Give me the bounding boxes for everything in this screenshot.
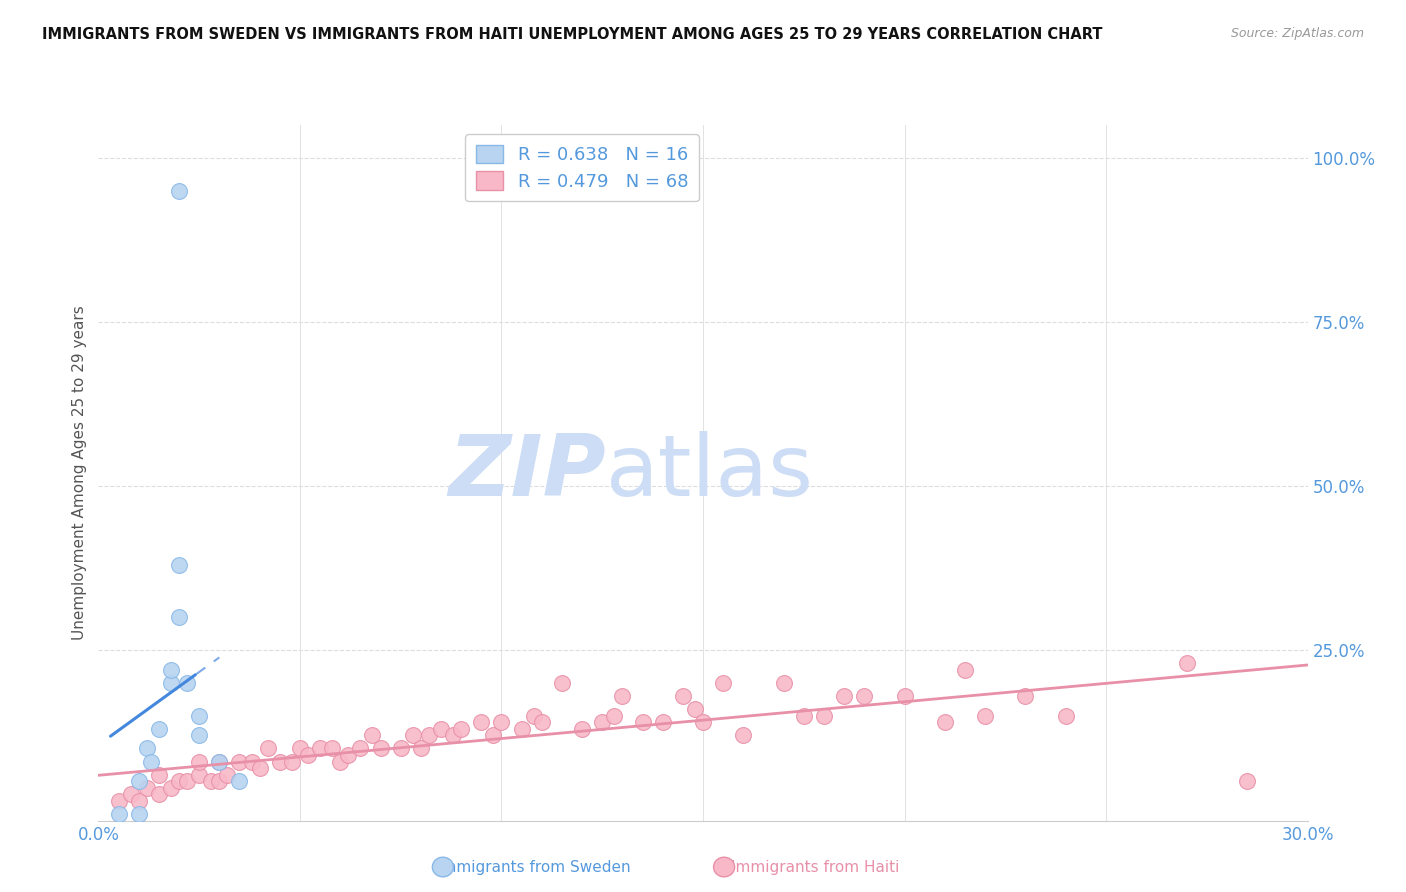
Point xyxy=(188,767,211,781)
Point xyxy=(612,689,634,703)
Point xyxy=(418,728,440,742)
Point xyxy=(441,728,464,742)
Point xyxy=(167,774,190,789)
Point xyxy=(603,708,626,723)
Point xyxy=(249,761,271,775)
Point xyxy=(571,722,593,736)
Point xyxy=(692,715,714,730)
Point xyxy=(188,708,211,723)
Point xyxy=(430,722,453,736)
Text: atlas: atlas xyxy=(606,431,814,515)
Point xyxy=(128,794,150,808)
Point xyxy=(256,741,278,756)
Point xyxy=(530,715,553,730)
Text: Immigrants from Haiti: Immigrants from Haiti xyxy=(731,860,900,874)
Point xyxy=(148,767,170,781)
Point xyxy=(208,755,231,769)
Point xyxy=(107,794,129,808)
Point xyxy=(160,780,183,795)
Point xyxy=(711,675,734,690)
Point xyxy=(683,702,706,716)
Text: Immigrants from Sweden: Immigrants from Sweden xyxy=(437,860,631,874)
Point xyxy=(953,663,976,677)
Point xyxy=(349,741,371,756)
Point xyxy=(1014,689,1036,703)
Point xyxy=(208,774,231,789)
Point xyxy=(370,741,392,756)
Point xyxy=(128,807,150,822)
Point xyxy=(176,675,198,690)
Point xyxy=(321,741,343,756)
Point xyxy=(128,774,150,789)
Point xyxy=(523,708,546,723)
Point xyxy=(139,755,162,769)
Point xyxy=(1054,708,1077,723)
Point xyxy=(160,675,183,690)
Point xyxy=(188,728,211,742)
Point xyxy=(491,715,513,730)
Point xyxy=(167,184,190,198)
Point xyxy=(813,708,835,723)
Y-axis label: Unemployment Among Ages 25 to 29 years: Unemployment Among Ages 25 to 29 years xyxy=(72,305,87,640)
Point xyxy=(288,741,311,756)
Legend: R = 0.638   N = 16, R = 0.479   N = 68: R = 0.638 N = 16, R = 0.479 N = 68 xyxy=(465,134,699,202)
Point xyxy=(733,728,755,742)
Point xyxy=(893,689,915,703)
Point xyxy=(934,715,956,730)
Point xyxy=(402,728,425,742)
Text: ZIP: ZIP xyxy=(449,431,606,515)
Point xyxy=(188,755,211,769)
Point xyxy=(470,715,492,730)
Point xyxy=(309,741,332,756)
Point xyxy=(148,788,170,802)
Point xyxy=(167,558,190,572)
Text: Source: ZipAtlas.com: Source: ZipAtlas.com xyxy=(1230,27,1364,40)
Point xyxy=(409,741,432,756)
Point xyxy=(772,675,794,690)
Point xyxy=(832,689,855,703)
Point xyxy=(329,755,352,769)
Point xyxy=(389,741,412,756)
Point xyxy=(107,807,129,822)
Point xyxy=(974,708,997,723)
Point xyxy=(631,715,654,730)
Point xyxy=(228,774,250,789)
Point xyxy=(228,755,250,769)
Point xyxy=(591,715,613,730)
Point xyxy=(672,689,695,703)
Point xyxy=(361,728,384,742)
Point xyxy=(853,689,876,703)
Point xyxy=(337,747,360,762)
Point xyxy=(269,755,291,769)
Point xyxy=(160,663,183,677)
Point xyxy=(240,755,263,769)
Point xyxy=(651,715,673,730)
Point xyxy=(217,767,239,781)
Point xyxy=(1175,656,1198,670)
Point xyxy=(208,755,231,769)
Point xyxy=(482,728,505,742)
Point xyxy=(200,774,222,789)
Point xyxy=(135,780,157,795)
Point xyxy=(281,755,304,769)
Point xyxy=(450,722,472,736)
Point xyxy=(167,610,190,624)
Point xyxy=(120,788,142,802)
Point xyxy=(176,774,198,789)
Point xyxy=(793,708,815,723)
Point xyxy=(297,747,319,762)
Point xyxy=(135,741,157,756)
Point xyxy=(510,722,533,736)
Point xyxy=(148,722,170,736)
Point xyxy=(551,675,574,690)
Point xyxy=(1236,774,1258,789)
Text: IMMIGRANTS FROM SWEDEN VS IMMIGRANTS FROM HAITI UNEMPLOYMENT AMONG AGES 25 TO 29: IMMIGRANTS FROM SWEDEN VS IMMIGRANTS FRO… xyxy=(42,27,1102,42)
